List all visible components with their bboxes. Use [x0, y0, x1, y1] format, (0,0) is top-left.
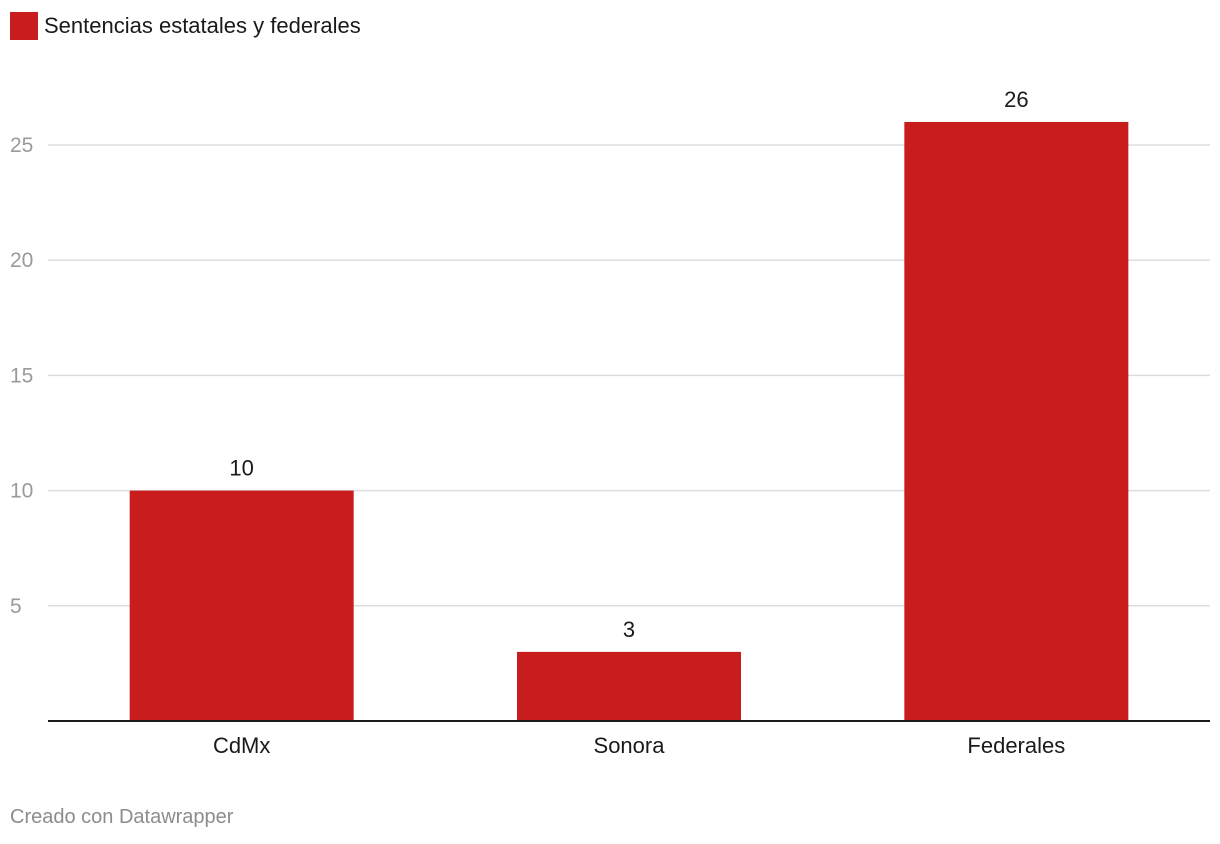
x-tick-label: CdMx: [213, 733, 270, 758]
bar-chart: 5 10 15 20 25 10 CdMx 3 Sonora 26 Federales: [10, 87, 1210, 758]
data-label: 10: [229, 456, 253, 481]
legend-swatch: [10, 12, 38, 40]
data-label: 3: [623, 617, 635, 642]
credit-text: Creado con Datawrapper: [10, 806, 234, 828]
y-tick-label: 10: [10, 480, 33, 503]
bar: [129, 490, 354, 721]
data-label: 26: [1004, 87, 1028, 112]
x-tick-label: Sonora: [594, 733, 666, 758]
bar: [517, 651, 741, 721]
x-tick-label: Federales: [967, 733, 1065, 758]
y-tick-label: 25: [10, 134, 33, 157]
bar: [904, 121, 1129, 721]
legend-label: Sentencias estatales y federales: [44, 13, 361, 38]
y-tick-label: 15: [10, 364, 33, 387]
y-tick-label: 20: [10, 249, 33, 272]
legend: Sentencias estatales y federales: [10, 12, 361, 40]
y-tick-label: 5: [10, 595, 22, 618]
